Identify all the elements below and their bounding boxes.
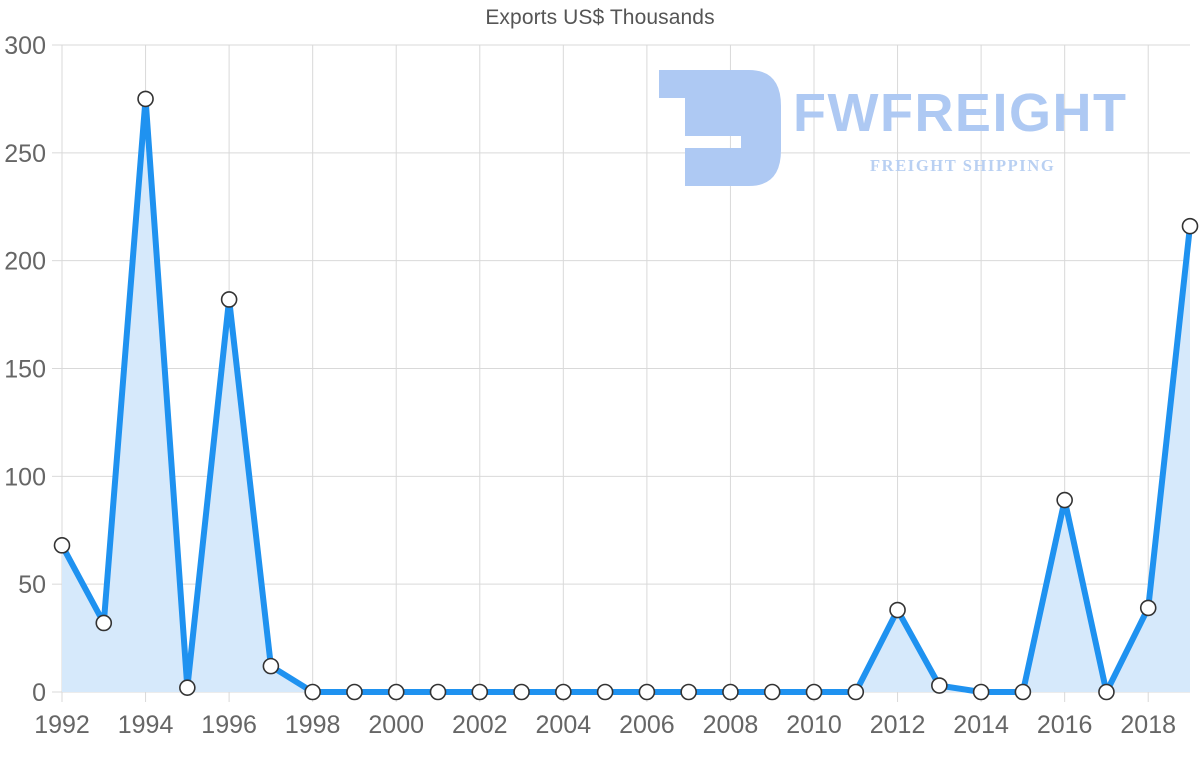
data-point-marker[interactable] bbox=[1139, 599, 1157, 617]
series-line bbox=[59, 95, 1193, 695]
y-axis-label: 0 bbox=[32, 679, 46, 707]
data-point-marker[interactable] bbox=[387, 683, 405, 701]
data-point-marker[interactable] bbox=[889, 601, 906, 619]
x-axis-label: 2014 bbox=[953, 711, 1009, 739]
chart-title: Exports US$ Thousands bbox=[485, 6, 715, 29]
x-axis-label: 2008 bbox=[703, 711, 759, 739]
data-point-marker[interactable] bbox=[95, 614, 113, 632]
data-point-marker[interactable] bbox=[931, 677, 948, 694]
y-axis-label: 250 bbox=[4, 140, 46, 168]
data-point-marker[interactable] bbox=[596, 683, 614, 701]
x-axis-label: 2012 bbox=[870, 711, 926, 739]
data-point-marker[interactable] bbox=[722, 683, 739, 701]
data-point-marker[interactable] bbox=[513, 683, 530, 701]
x-axis-label: 2006 bbox=[619, 711, 675, 739]
data-point-marker[interactable] bbox=[805, 683, 823, 701]
data-point-marker[interactable] bbox=[1056, 491, 1073, 509]
y-axis-label: 200 bbox=[4, 248, 46, 276]
data-point-marker[interactable] bbox=[429, 683, 447, 701]
y-axis-label: 300 bbox=[4, 32, 46, 60]
data-point-marker[interactable] bbox=[555, 683, 572, 701]
data-point-marker[interactable] bbox=[220, 291, 238, 308]
data-point-marker[interactable] bbox=[1181, 217, 1199, 235]
x-axis-label: 1992 bbox=[34, 711, 90, 739]
data-point-marker[interactable] bbox=[972, 683, 990, 701]
x-axis-label: 2002 bbox=[452, 711, 508, 739]
y-axis-label: 50 bbox=[18, 571, 46, 599]
data-point-marker[interactable] bbox=[179, 679, 196, 696]
x-axis-label: 2010 bbox=[786, 711, 842, 739]
x-axis-label: 1998 bbox=[285, 711, 341, 739]
x-axis-label: 2016 bbox=[1037, 711, 1093, 739]
x-axis-label: 2018 bbox=[1120, 711, 1176, 739]
data-point-marker[interactable] bbox=[137, 90, 154, 108]
x-axis-label: 1996 bbox=[201, 711, 257, 739]
data-point-marker[interactable] bbox=[262, 657, 280, 675]
data-point-marker[interactable] bbox=[346, 683, 363, 701]
y-axis-label: 150 bbox=[4, 356, 46, 384]
x-axis-label: 2004 bbox=[536, 711, 592, 739]
data-point-marker[interactable] bbox=[304, 683, 321, 701]
data-point-marker[interactable] bbox=[1098, 683, 1115, 701]
y-axis-label: 100 bbox=[4, 463, 46, 491]
x-axis-label: 2000 bbox=[368, 711, 424, 739]
data-point-marker[interactable] bbox=[680, 683, 697, 701]
x-axis-label: 1994 bbox=[118, 711, 174, 739]
data-point-marker[interactable] bbox=[471, 683, 489, 701]
data-point-marker[interactable] bbox=[763, 683, 781, 701]
data-point-marker[interactable] bbox=[1014, 683, 1032, 701]
data-point-marker[interactable] bbox=[847, 683, 865, 701]
area-fill bbox=[62, 98, 1190, 692]
data-point-marker[interactable] bbox=[638, 683, 656, 701]
data-point-marker[interactable] bbox=[53, 537, 71, 554]
